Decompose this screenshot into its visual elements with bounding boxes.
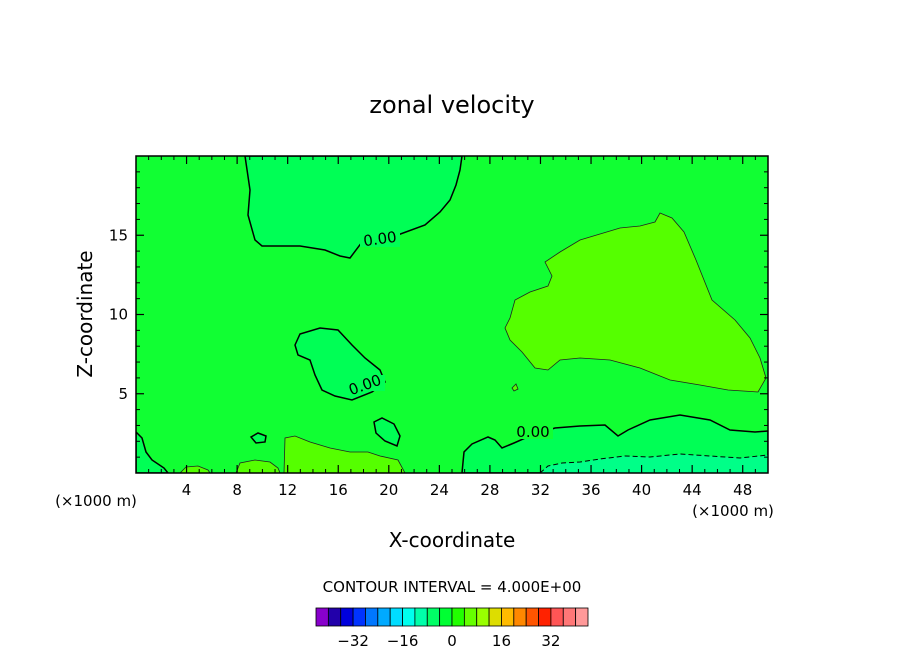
colorbar-swatch [439,607,453,627]
colorbar [315,607,589,627]
x-tick-label: 16 [329,481,348,499]
x-tick-label: 48 [733,481,752,499]
colorbar-tick-label: −16 [387,632,419,650]
colorbar-swatch [389,607,403,627]
plot-area: 0.00 0.00 0.00 [136,156,768,473]
colorbar-swatch [463,607,478,627]
y-axis: 5 10 15 [109,171,768,458]
y-axis-label: Z-coordinate [73,250,97,377]
contour-interval-note: CONTOUR INTERVAL = 4.000E+00 [323,578,582,596]
region-bottom-positive-a [283,435,406,473]
chart-title: zonal velocity [369,91,534,119]
region-bottom-positive-c [179,465,211,473]
x-unit-label-right: (×1000 m) [692,502,774,520]
colorbar-swatch [476,607,490,627]
y-tick-label: 5 [118,385,128,403]
x-tick-label: 32 [531,481,550,499]
colorbar-swatch [550,607,564,627]
x-tick-label: 44 [683,481,702,499]
colorbar-swatch [562,607,577,627]
colorbar-tick-label: 16 [492,632,511,650]
colorbar-swatch [513,607,527,627]
x-unit-label-left: (×1000 m) [55,492,137,510]
x-tick-label: 12 [278,481,297,499]
region-upper-left-negative [244,156,463,259]
colorbar-tick-label: 32 [541,632,560,650]
colorbar-swatch [315,607,329,627]
x-axis-label: X-coordinate [389,528,516,552]
x-axis: 4 8 12 16 20 24 28 32 36 40 44 48 [148,156,756,499]
colorbar-swatch [538,607,552,627]
colorbar-swatch [340,607,354,627]
colorbar-swatch [426,607,441,627]
colorbar-swatch [327,607,342,627]
region-small-loop-a [373,417,401,448]
colorbar-tick-label: −32 [337,632,369,650]
region-small-positive-dot [511,383,519,392]
colorbar-swatch [402,607,416,627]
colorbar-tick-label: 0 [447,632,457,650]
colorbar-swatch [451,607,465,627]
colorbar-swatch [488,607,502,627]
contour-label-upper: 0.00 [362,228,398,250]
x-tick-label: 36 [581,481,600,499]
region-bottom-right-negative [539,453,768,473]
y-tick-label: 10 [109,306,128,324]
colorbar-swatch [575,607,589,627]
region-upper-right-positive [504,212,767,393]
x-tick-label: 24 [430,481,449,499]
region-small-loop-b [249,432,267,444]
x-tick-label: 20 [379,481,398,499]
colorbar-ticks: −32 −16 0 16 32 [337,632,560,650]
y-tick-label: 15 [109,226,128,244]
x-tick-label: 8 [232,481,242,499]
colorbar-swatch [414,607,428,627]
colorbar-swatch [501,607,515,627]
contour-label-lower: 0.00 [516,423,549,441]
x-tick-label: 4 [182,481,192,499]
colorbar-swatch [352,607,366,627]
colorbar-swatch [525,607,539,627]
colorbar-swatch [377,607,391,627]
region-bottom-positive-b [235,459,281,473]
region-left-edge-negative [136,430,169,473]
x-tick-label: 40 [632,481,651,499]
x-tick-label: 28 [480,481,499,499]
colorbar-swatch [365,607,379,627]
